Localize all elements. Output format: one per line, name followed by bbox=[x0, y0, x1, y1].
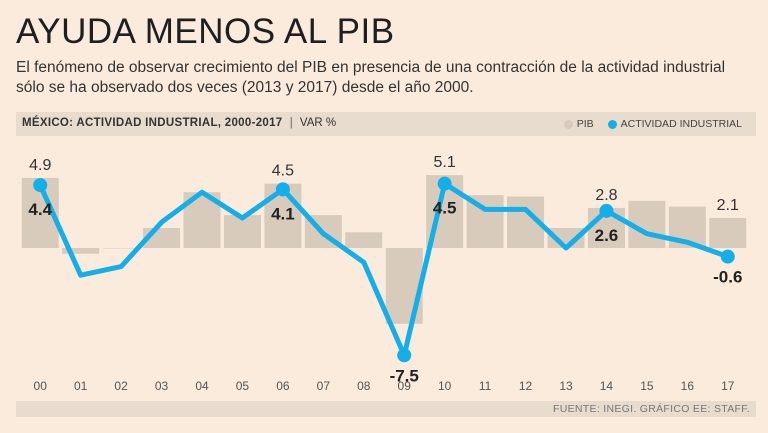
bar-pib-05 bbox=[223, 215, 261, 248]
data-label-industrial-06: 4.1 bbox=[271, 204, 295, 223]
line-actividad-industrial bbox=[37, 181, 731, 358]
x-tick-label-08: 08 bbox=[357, 379, 371, 393]
legend-label-pib: PIB bbox=[576, 118, 594, 130]
point-industrial-14 bbox=[599, 203, 614, 218]
x-tick-label-15: 15 bbox=[640, 379, 654, 393]
x-tick-label-04: 04 bbox=[195, 379, 209, 393]
legend-item-pib: PIB bbox=[563, 118, 594, 130]
legend-item-industrial: ACTIVIDAD INDUSTRIAL bbox=[607, 118, 742, 130]
chart-header-bar: MÉXICO: ACTIVIDAD INDUSTRIAL, 2000-2017 … bbox=[16, 112, 756, 136]
bar-pib-02 bbox=[102, 248, 140, 249]
chart-title: AYUDA MENOS AL PIB bbox=[16, 12, 395, 51]
data-label-industrial-00: 4.4 bbox=[28, 200, 52, 219]
chart-header: MÉXICO: ACTIVIDAD INDUSTRIAL, 2000-2017 … bbox=[22, 117, 336, 129]
legend-label-industrial: ACTIVIDAD INDUSTRIAL bbox=[620, 118, 742, 130]
x-tick-label-03: 03 bbox=[155, 379, 169, 393]
bar-pib-13 bbox=[547, 227, 585, 248]
data-label-industrial-14: 2.6 bbox=[595, 226, 619, 245]
data-label-industrial-10: 4.5 bbox=[433, 199, 457, 218]
x-tick-label-02: 02 bbox=[114, 379, 128, 393]
x-tick-label-09: 09 bbox=[398, 379, 412, 393]
data-label-pib-10: 5.1 bbox=[434, 154, 456, 171]
point-industrial-06 bbox=[275, 182, 290, 197]
point-industrial-17 bbox=[720, 249, 735, 264]
point-industrial-00 bbox=[33, 178, 48, 193]
x-tick-label-11: 11 bbox=[479, 379, 492, 393]
source-note: FUENTE: INEGI. GRÁFICO EE: STAFF. bbox=[553, 403, 750, 415]
data-label-pib-14: 2.8 bbox=[595, 187, 617, 204]
data-label-pib-06: 4.5 bbox=[272, 163, 294, 180]
x-tick-label-07: 07 bbox=[317, 379, 331, 393]
bar-pib-09 bbox=[385, 248, 423, 324]
data-label-industrial-17: -0.6 bbox=[713, 268, 742, 287]
chart-unit: VAR % bbox=[299, 117, 337, 129]
x-tick-label-01: 01 bbox=[74, 379, 88, 393]
point-industrial-10 bbox=[437, 176, 452, 191]
legend-swatch-pib bbox=[563, 119, 573, 129]
x-tick-label-13: 13 bbox=[559, 379, 573, 393]
data-label-pib-17: 2.1 bbox=[717, 197, 739, 214]
x-tick-label-00: 00 bbox=[34, 379, 48, 393]
source-bar: FUENTE: INEGI. GRÁFICO EE: STAFF. bbox=[16, 401, 756, 417]
x-tick-label-06: 06 bbox=[276, 379, 290, 393]
x-tick-label-10: 10 bbox=[438, 379, 452, 393]
data-label-industrial-09: -7.5 bbox=[390, 366, 419, 385]
chart-header-title: MÉXICO: ACTIVIDAD INDUSTRIAL, 2000-2017 bbox=[22, 117, 283, 129]
x-tick-label-05: 05 bbox=[236, 379, 250, 393]
chart-legend: PIB ACTIVIDAD INDUSTRIAL bbox=[550, 118, 742, 130]
bar-pib-01 bbox=[62, 248, 100, 254]
x-tick-label-12: 12 bbox=[519, 379, 533, 393]
x-tick-label-17: 17 bbox=[721, 379, 735, 393]
bar-pib-17 bbox=[709, 217, 747, 248]
x-tick-label-14: 14 bbox=[600, 379, 614, 393]
legend-swatch-industrial bbox=[607, 119, 617, 129]
x-tick-label-16: 16 bbox=[681, 379, 695, 393]
chart-subtitle: El fenómeno de observar crecimiento del … bbox=[16, 59, 726, 96]
bar-pib-08 bbox=[345, 232, 383, 248]
point-industrial-09 bbox=[397, 348, 412, 363]
header-separator: | bbox=[289, 117, 293, 129]
data-label-pib-00: 4.9 bbox=[29, 157, 51, 174]
